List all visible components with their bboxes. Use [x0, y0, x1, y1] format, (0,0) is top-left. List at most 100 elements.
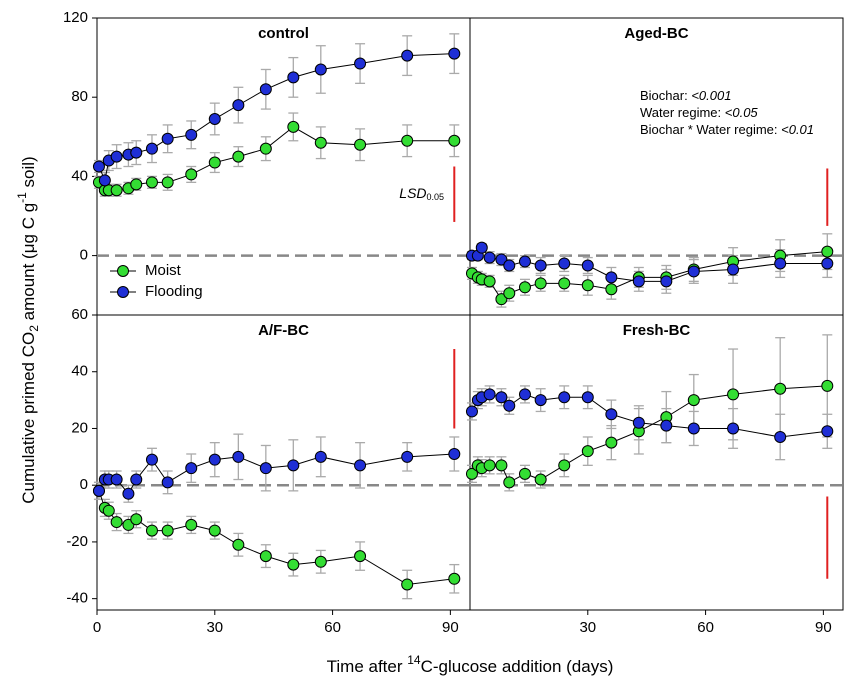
point [232, 538, 245, 551]
point [145, 453, 158, 466]
y-label-part: Cumulative primed CO [19, 332, 38, 504]
point [92, 484, 105, 497]
point [448, 47, 461, 60]
point [558, 277, 571, 290]
panel-title: Fresh-BC [623, 322, 691, 339]
point [448, 134, 461, 147]
point [632, 416, 645, 429]
point [110, 473, 123, 486]
point [518, 467, 531, 480]
lsd-text: LSD [399, 185, 426, 201]
lsd-subscript: 0.05 [427, 193, 445, 203]
point [821, 379, 834, 392]
legend-label: Moist [145, 262, 182, 279]
point [145, 524, 158, 537]
x-tick-label: 90 [442, 619, 459, 636]
point [503, 476, 516, 489]
y-tick-label: 120 [63, 9, 88, 26]
point [687, 422, 700, 435]
point [483, 459, 496, 472]
stat-label: Water regime: [640, 105, 725, 120]
y-label-part: amount (μg C g [19, 203, 38, 325]
point [110, 150, 123, 163]
x-tick-label: 60 [324, 619, 341, 636]
x-label-part: Time after [327, 657, 408, 676]
point [558, 257, 571, 270]
point [208, 524, 221, 537]
point [483, 275, 496, 288]
point [632, 275, 645, 288]
point [98, 174, 111, 187]
y-tick-label: 80 [71, 88, 88, 105]
point [605, 408, 618, 421]
point [110, 516, 123, 529]
point [495, 293, 508, 306]
point [581, 259, 594, 272]
point [287, 71, 300, 84]
point [534, 394, 547, 407]
point [581, 391, 594, 404]
point [660, 275, 673, 288]
point [259, 83, 272, 96]
panel-frame [469, 314, 844, 611]
point [495, 391, 508, 404]
point [185, 128, 198, 141]
x-label-sup: 14 [407, 653, 421, 667]
point [208, 156, 221, 169]
point [821, 425, 834, 438]
point [130, 473, 143, 486]
stat-value: <0.01 [781, 122, 814, 137]
point [401, 134, 414, 147]
point [465, 467, 478, 480]
point [145, 176, 158, 189]
panel-frame [469, 17, 844, 316]
point [483, 388, 496, 401]
point [287, 459, 300, 472]
point [354, 57, 367, 70]
point [774, 430, 787, 443]
point [821, 245, 834, 258]
point [354, 138, 367, 151]
y-tick-label: 60 [71, 306, 88, 323]
point [401, 49, 414, 62]
point [161, 176, 174, 189]
point [185, 168, 198, 181]
point [130, 178, 143, 191]
x-label-part: C-glucose addition (days) [421, 657, 614, 676]
point [354, 459, 367, 472]
point [605, 436, 618, 449]
point [259, 462, 272, 475]
point [161, 524, 174, 537]
point [727, 263, 740, 276]
point [774, 257, 787, 270]
x-tick-label: 90 [815, 619, 832, 636]
point [401, 578, 414, 591]
point [314, 555, 327, 568]
point [534, 259, 547, 272]
x-tick-label: 0 [93, 619, 101, 636]
y-tick-label: 40 [71, 167, 88, 184]
panel-title: Aged-BC [624, 25, 688, 42]
point [503, 399, 516, 412]
point [208, 112, 221, 125]
y-label-part: soil) [19, 156, 38, 192]
point [518, 281, 531, 294]
point [102, 504, 115, 517]
legend-marker [117, 286, 129, 298]
panel-title: control [258, 25, 309, 42]
point [130, 146, 143, 159]
point [821, 257, 834, 270]
stat-label: Biochar: [640, 88, 691, 103]
lsd-label: LSD0.05 [399, 185, 444, 203]
legend-marker [117, 265, 129, 277]
point [687, 394, 700, 407]
point [145, 142, 158, 155]
point [727, 388, 740, 401]
point [232, 150, 245, 163]
x-tick-label: 30 [579, 619, 596, 636]
point [660, 419, 673, 432]
point [314, 63, 327, 76]
stat-line: Biochar: <0.001 [640, 88, 731, 103]
point [605, 271, 618, 284]
x-tick-label: 30 [206, 619, 223, 636]
